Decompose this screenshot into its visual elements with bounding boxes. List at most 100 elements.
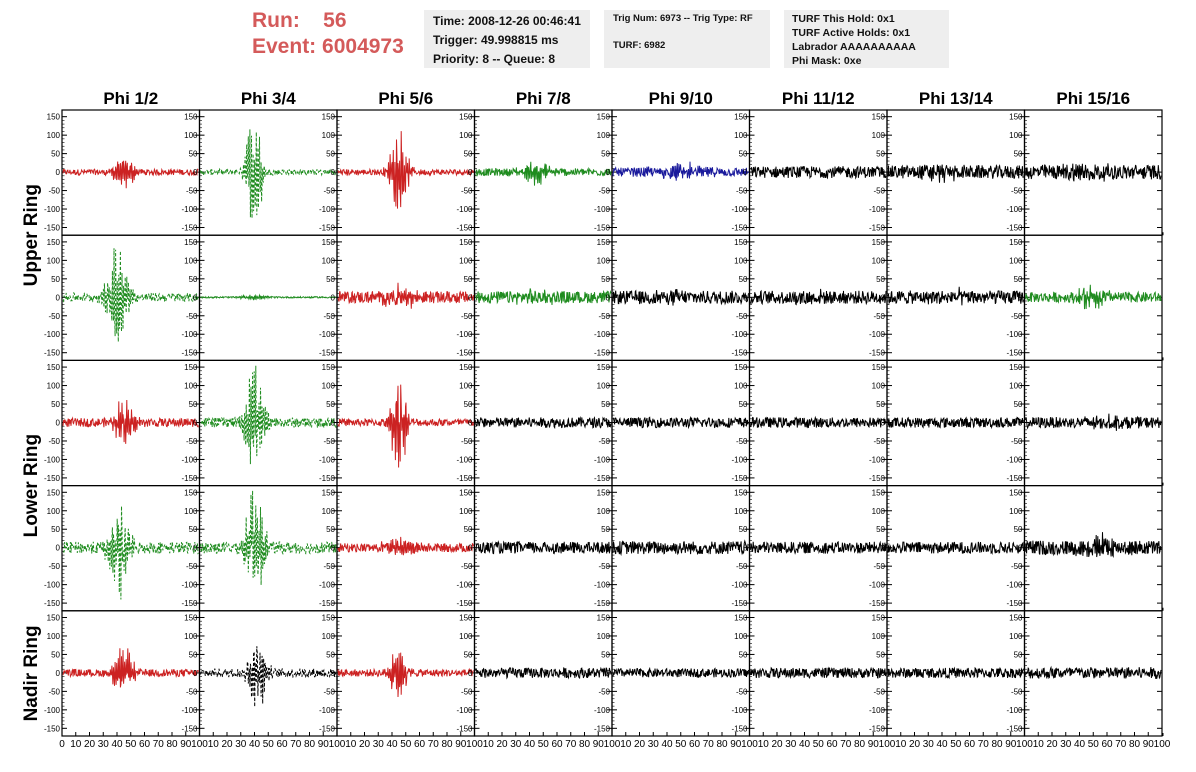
waveform-line — [62, 648, 199, 688]
x-tick-label: 30 — [923, 739, 935, 750]
y-tick-label: 0 — [606, 293, 611, 302]
y-tick-label: 100 — [872, 256, 886, 265]
x-tick-label: 70 — [840, 739, 852, 750]
x-tick-label: 90 — [455, 739, 467, 750]
x-tick-label: 30 — [785, 739, 797, 750]
x-tick-label: 30 — [235, 739, 247, 750]
x-tick-label: 20 — [359, 739, 371, 750]
y-tick-label: -50 — [186, 562, 198, 571]
y-tick-label: 150 — [597, 113, 611, 122]
x-tick-label: 70 — [978, 739, 990, 750]
waveform-panel: -150 -100 -50 0 50 100 150 — [869, 610, 1026, 737]
y-tick-label: -100 — [181, 455, 198, 464]
y-tick-label: 50 — [189, 650, 198, 659]
y-tick-label: -50 — [461, 687, 473, 696]
waveform-line — [750, 288, 887, 306]
y-tick-label: 50 — [326, 400, 335, 409]
y-tick-label: -50 — [48, 562, 60, 571]
y-tick-label: 50 — [189, 400, 198, 409]
waveform-line — [612, 539, 749, 557]
y-tick-label: 0 — [1018, 168, 1023, 177]
waveform-panel: -150 -100 -50 0 50 100 150 — [44, 610, 201, 737]
row-group-title: Upper Ring — [21, 184, 42, 286]
y-tick-label: -50 — [48, 687, 60, 696]
x-tick-label: 50 — [125, 739, 137, 750]
waveform-panel: -150 -100 -50 0 50 100 150 — [1006, 359, 1163, 487]
run-row: Run: 56 — [252, 8, 404, 34]
x-tick-label: 80 — [716, 739, 728, 750]
labrador-text: Labrador AAAAAAAAAA — [792, 41, 916, 53]
y-tick-label: 100 — [1009, 632, 1023, 641]
waveform-line — [475, 288, 612, 306]
waveform-panel: -150 -100 -50 0 50 100 150 — [44, 485, 201, 612]
waveform-line — [1025, 665, 1162, 680]
y-tick-label: -100 — [319, 455, 336, 464]
y-tick-label: 150 — [47, 113, 61, 122]
y-tick-label: 150 — [1009, 363, 1023, 372]
run-event-info: Run: 56 Event: 6004973 — [252, 8, 404, 60]
y-tick-label: 50 — [876, 150, 885, 159]
waveform-panel: -150 -100 -50 0 50 100 150 — [456, 359, 613, 487]
x-tick-label: 90 — [1143, 739, 1155, 750]
y-tick-label: 150 — [872, 363, 886, 372]
waveform-panel: -150 -100 -50 0 50 100 150 — [731, 109, 888, 236]
y-tick-label: -150 — [594, 349, 611, 358]
y-tick-label: 0 — [606, 669, 611, 678]
waveform-line — [62, 248, 199, 342]
y-tick-label: -100 — [456, 706, 473, 715]
phi-mask-text: Phi Mask: 0xe — [792, 55, 862, 67]
y-tick-label: 50 — [189, 525, 198, 534]
y-tick-label: 100 — [1009, 256, 1023, 265]
waveform-panel: -150 -100 -50 0 50 100 150 — [181, 359, 338, 487]
waveform-panel: -150 -100 -50 0 50 100 150 — [44, 109, 201, 236]
x-tick-label: 10 — [483, 739, 495, 750]
y-tick-label: -150 — [594, 224, 611, 233]
y-tick-label: 50 — [464, 525, 473, 534]
y-tick-label: -150 — [181, 474, 198, 483]
x-tick-label: 30 — [510, 739, 522, 750]
y-tick-label: 100 — [322, 131, 336, 140]
waveform-line — [887, 541, 1024, 555]
y-tick-label: -100 — [44, 205, 61, 214]
waveform-panel: -150 -100 -50 0 50 100 150 — [44, 359, 201, 487]
y-tick-label: 100 — [1009, 507, 1023, 516]
y-tick-label: -50 — [48, 437, 60, 446]
x-tick-label: 80 — [441, 739, 453, 750]
y-tick-label: -100 — [456, 330, 473, 339]
y-tick-label: 50 — [1014, 400, 1023, 409]
x-tick-label: 70 — [1115, 739, 1127, 750]
y-tick-label: 50 — [1014, 150, 1023, 159]
y-tick-label: -100 — [181, 706, 198, 715]
waveform-panel: -150 -100 -50 0 50 100 150 — [731, 359, 888, 487]
waveform-panel: -150 -100 -50 0 50 100 150 — [181, 610, 338, 737]
y-tick-label: -150 — [181, 224, 198, 233]
y-tick-label: -150 — [44, 724, 61, 733]
x-tick-label: 60 — [414, 739, 426, 750]
y-tick-label: 50 — [739, 275, 748, 284]
y-tick-label: 0 — [468, 669, 473, 678]
y-tick-label: 100 — [1009, 131, 1023, 140]
y-tick-label: -150 — [731, 474, 748, 483]
y-tick-label: -100 — [319, 205, 336, 214]
turf-active-holds-text: TURF Active Holds: 0x1 — [792, 27, 911, 39]
y-tick-label: -150 — [319, 599, 336, 608]
y-tick-label: -150 — [456, 474, 473, 483]
waveform-line — [887, 666, 1024, 680]
y-tick-label: 50 — [739, 525, 748, 534]
y-tick-label: 0 — [743, 419, 748, 428]
waveform-line — [200, 490, 337, 586]
turf-this-hold-text: TURF This Hold: 0x1 — [792, 13, 895, 25]
x-tick-label: 70 — [565, 739, 577, 750]
y-tick-label: 100 — [872, 507, 886, 516]
y-tick-label: -100 — [869, 205, 886, 214]
x-tick-label: 50 — [263, 739, 275, 750]
y-tick-label: 150 — [734, 613, 748, 622]
y-tick-label: -100 — [1006, 205, 1023, 214]
column-title: Phi 9/10 — [649, 89, 713, 108]
x-tick-label: 10 — [70, 739, 82, 750]
y-tick-label: 0 — [468, 544, 473, 553]
y-tick-label: 100 — [1009, 382, 1023, 391]
x-tick-label: 60 — [139, 739, 151, 750]
waveform-line — [337, 384, 474, 468]
y-tick-label: 100 — [459, 131, 473, 140]
